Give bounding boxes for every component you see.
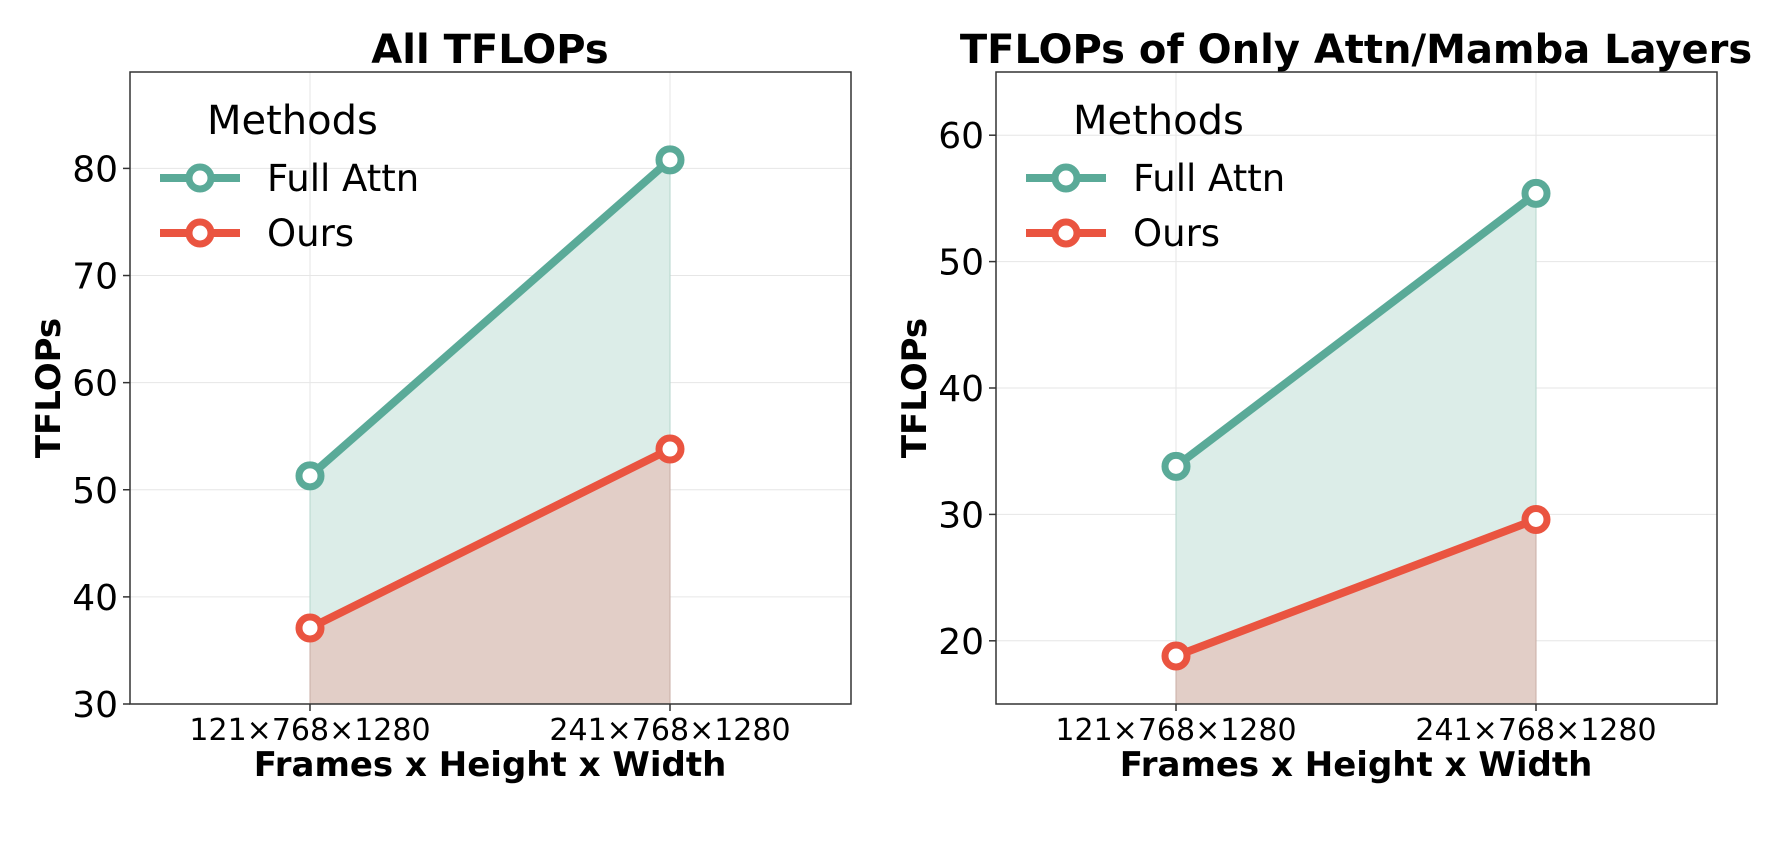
legend: Methods Full Attn Ours [160, 98, 419, 255]
series-line-full-attn [1173, 190, 1539, 470]
y-tick-label: 50 [72, 471, 118, 512]
data-point-ours [1161, 641, 1191, 671]
data-point-full-attn [655, 145, 685, 175]
axis-ticks: 20 30 40 50 60 121×768×1280 241×768×1280 [938, 116, 1656, 748]
legend-title: Methods [1073, 98, 1244, 144]
chart-title: TFLOPs of Only Attn/Mamba Layers [960, 27, 1752, 73]
y-tick-label: 40 [938, 369, 984, 410]
chart-title: All TFLOPs [371, 27, 608, 73]
legend-label-full-attn: Full Attn [267, 157, 419, 200]
y-tick-label: 50 [938, 243, 984, 284]
chart-panel-all-tflops: All TFLOPs 30 40 50 60 70 80 121×768×1280 241×7… [29, 27, 852, 785]
y-tick-label: 30 [938, 495, 984, 536]
legend-marker-ours [1051, 218, 1081, 248]
legend-label-ours: Ours [1133, 212, 1220, 255]
legend-label-full-attn: Full Attn [1133, 157, 1285, 200]
legend-title: Methods [207, 98, 378, 144]
data-point-ours [1521, 504, 1551, 534]
legend: Methods Full Attn Ours [1026, 98, 1285, 255]
series-line-ours [1174, 515, 1538, 660]
data-point-ours [655, 434, 685, 464]
x-axis-label: Frames x Height x Width [1120, 745, 1593, 785]
series-lines [1161, 178, 1551, 671]
legend-marker-full-attn [1051, 163, 1081, 193]
area-fills [1175, 192, 1537, 705]
y-tick-label: 60 [72, 364, 118, 405]
y-tick-label: 60 [938, 116, 984, 157]
data-point-full-attn [295, 461, 325, 491]
series-lines [295, 145, 685, 643]
series-line-full-attn [307, 156, 673, 479]
y-tick-label: 30 [72, 685, 118, 726]
legend-label-ours: Ours [267, 212, 354, 255]
x-tick-label: 121×768×1280 [1055, 713, 1296, 748]
x-tick-label: 241×768×1280 [549, 713, 790, 748]
series-line-ours [308, 445, 672, 632]
plot-frame [129, 71, 852, 705]
data-point-ours [295, 613, 325, 643]
data-point-full-attn [1161, 451, 1191, 481]
x-tick-label: 241×768×1280 [1415, 713, 1656, 748]
y-tick-label: 80 [72, 149, 118, 190]
y-axis-label: TFLOPs [895, 318, 935, 458]
legend-marker-full-attn [185, 163, 215, 193]
legend-marker-ours [185, 218, 215, 248]
y-tick-label: 70 [72, 257, 118, 298]
x-tick-label: 121×768×1280 [189, 713, 430, 748]
chart-panel-attn-mamba-tflops: TFLOPs of Only Attn/Mamba Layers 20 30 40 5… [895, 27, 1752, 785]
data-point-full-attn [1521, 178, 1551, 208]
y-axis-label: TFLOPs [29, 318, 69, 458]
x-axis-label: Frames x Height x Width [254, 745, 727, 785]
axis-ticks: 30 40 50 60 70 80 121×768×1280 241×768×1280 [72, 149, 790, 748]
y-tick-label: 40 [72, 578, 118, 619]
y-tick-label: 20 [938, 622, 984, 663]
